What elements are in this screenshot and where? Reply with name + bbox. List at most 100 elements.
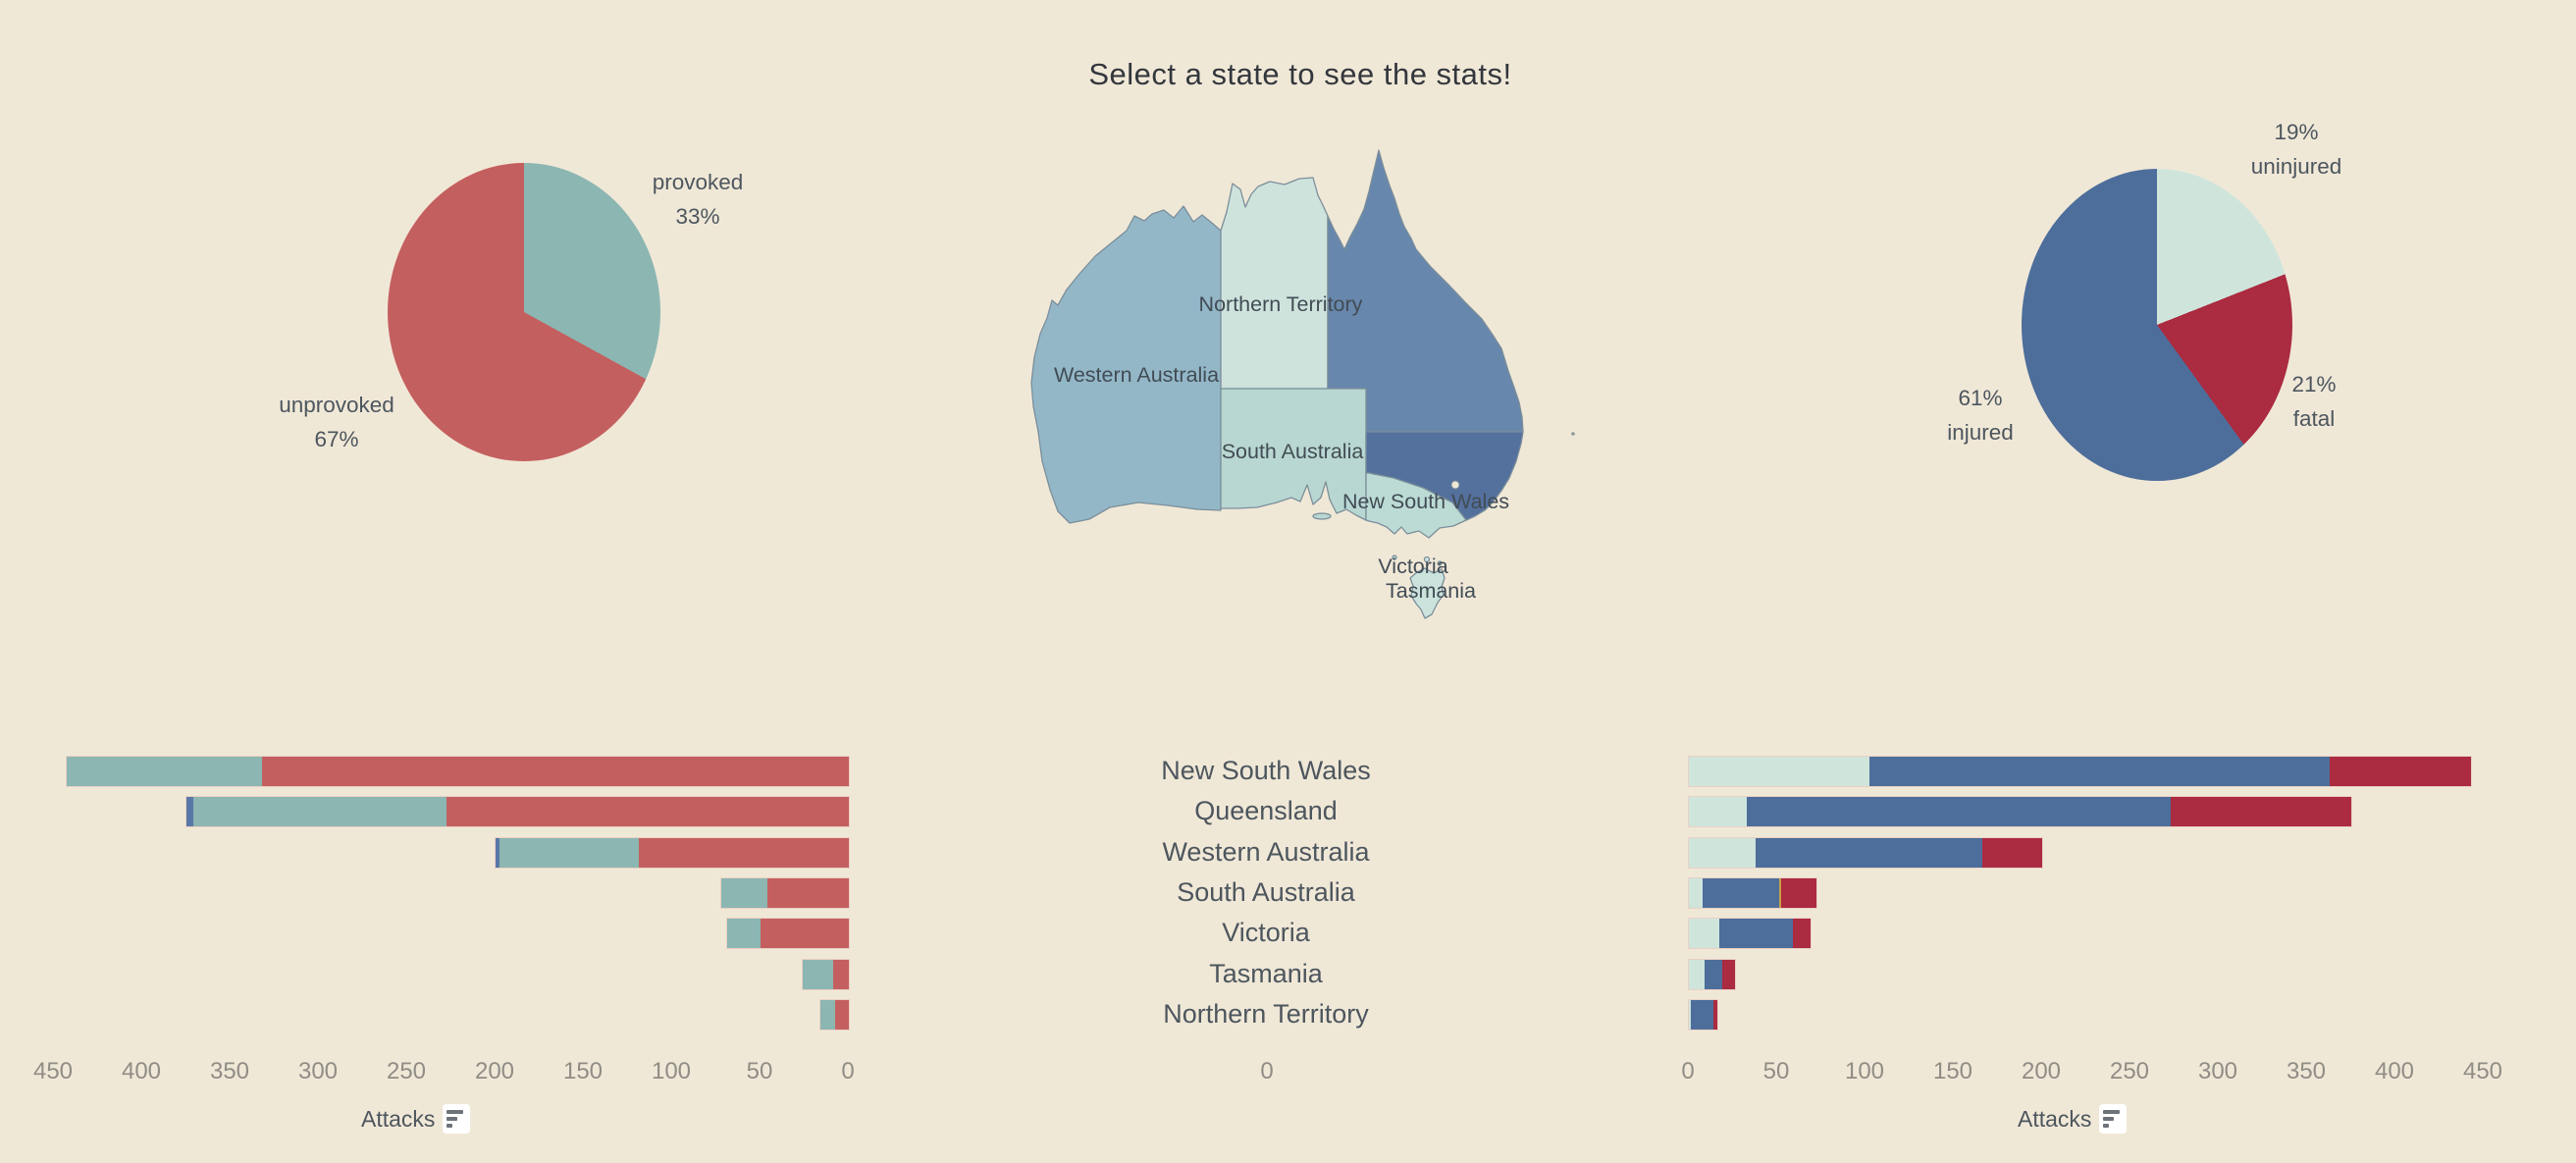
bar-segment-injured[interactable]	[1705, 959, 1723, 989]
bar-segment-unprovoked[interactable]	[760, 919, 849, 949]
bar-segment-uninjured[interactable]	[1689, 837, 1757, 868]
bar-row-western-australia[interactable]	[495, 836, 850, 869]
injured-slice-label: 61% injured	[1872, 381, 2088, 449]
bar-row-queensland[interactable]	[185, 796, 850, 828]
axis-tick-300: 300	[297, 1058, 339, 1084]
bar-segment-provoked[interactable]	[66, 757, 263, 786]
map-state-western-australia[interactable]	[1030, 205, 1222, 524]
bar-segment-uninjured[interactable]	[1689, 959, 1706, 989]
bar-segment-fatal[interactable]	[1722, 959, 1735, 989]
bar-segment-provoked[interactable]	[193, 797, 447, 827]
axis-tick-450: 450	[2462, 1058, 2503, 1084]
sort-descending-icon[interactable]	[2099, 1104, 2128, 1134]
attack-type-pie[interactable]	[388, 163, 660, 461]
bar-segment-injured[interactable]	[1756, 837, 1982, 868]
injured-pct-text: 61%	[1958, 386, 2003, 410]
bar-segment-unprovoked[interactable]	[767, 877, 849, 908]
bar-segment-unprovoked[interactable]	[446, 797, 849, 827]
provoked-pct-text: 33%	[675, 204, 720, 229]
bar-segment-fatal[interactable]	[1793, 919, 1812, 949]
bar-segment-unprovoked[interactable]	[638, 837, 849, 868]
bar-segment-unprovoked[interactable]	[832, 959, 849, 989]
bar-row-victoria[interactable]	[1688, 918, 1813, 950]
state-row-label-northern-territory[interactable]: Northern Territory	[1163, 998, 1369, 1029]
bar-segment-injured[interactable]	[1690, 999, 1714, 1030]
axis-tick-200: 200	[474, 1058, 515, 1084]
map-state-queensland[interactable]	[1327, 149, 1524, 433]
bar-segment-uninjured[interactable]	[1689, 757, 1869, 786]
bar-segment-uninjured[interactable]	[1689, 919, 1719, 949]
provoked-slice-label: provoked 33%	[590, 165, 806, 234]
map-label-western-australia: Western Australia	[1054, 363, 1219, 387]
map-state-victoria[interactable]	[1365, 472, 1467, 539]
bar-row-new-south-wales[interactable]	[65, 756, 850, 787]
map-state-northern-territory[interactable]	[1220, 177, 1329, 390]
bar-segment-provoked[interactable]	[820, 999, 835, 1030]
bar-segment-provoked[interactable]	[803, 959, 833, 989]
fatal-slice-label: 21% fatal	[2206, 367, 2422, 436]
bar-segment-provoked[interactable]	[499, 837, 639, 868]
unprovoked-label-text: unprovoked	[279, 393, 394, 417]
bar-segment-unknown[interactable]	[496, 837, 499, 868]
axis-tick-100: 100	[1844, 1058, 1885, 1084]
uninjured-label-text: uninjured	[2250, 154, 2342, 179]
axis-tick-250: 250	[386, 1058, 427, 1084]
bar-segment-fatal[interactable]	[2330, 757, 2472, 786]
state-row-label-south-australia[interactable]: South Australia	[1177, 876, 1355, 907]
bar-row-tasmania[interactable]	[1688, 958, 1736, 990]
axis-tick-50: 50	[746, 1058, 773, 1084]
sort-descending-icon[interactable]	[443, 1104, 471, 1134]
map-bass-strait-island-2[interactable]	[1423, 555, 1431, 563]
bar-segment-uninjured[interactable]	[1689, 797, 1748, 827]
injury-outcome-pie[interactable]	[2022, 169, 2292, 481]
bar-segment-injured[interactable]	[1747, 797, 2172, 827]
bar-segment-provoked[interactable]	[721, 877, 768, 908]
bar-row-western-australia[interactable]	[1688, 836, 2043, 869]
map-state-south-australia[interactable]	[1220, 388, 1367, 521]
state-row-label-western-australia[interactable]: Western Australia	[1162, 836, 1370, 867]
bar-segment-injured[interactable]	[1703, 877, 1779, 908]
map-label-new-south-wales: New South Wales	[1342, 490, 1509, 513]
axis-tick-350: 350	[2286, 1058, 2327, 1084]
bar-segment-unknown[interactable]	[1778, 877, 1781, 908]
map-label-south-australia: South Australia	[1222, 440, 1364, 463]
bar-segment-injured[interactable]	[1868, 757, 2331, 786]
uninjured-slice-label: 19% uninjured	[2188, 115, 2404, 184]
state-row-label-victoria[interactable]: Victoria	[1222, 918, 1310, 948]
state-row-label-tasmania[interactable]: Tasmania	[1209, 958, 1323, 988]
bar-segment-uninjured[interactable]	[1689, 877, 1704, 908]
bar-segment-unprovoked[interactable]	[834, 999, 849, 1030]
bar-row-northern-territory[interactable]	[819, 998, 850, 1031]
bar-segment-fatal[interactable]	[2171, 797, 2351, 827]
bar-segment-unprovoked[interactable]	[262, 757, 849, 786]
fatal-pct-text: 21%	[2291, 372, 2337, 396]
state-row-label-new-south-wales[interactable]: New South Wales	[1161, 756, 1371, 785]
axis-tick-400: 400	[121, 1058, 162, 1084]
bar-row-south-australia[interactable]	[1688, 876, 1817, 909]
bar-row-queensland[interactable]	[1688, 796, 2352, 828]
bar-row-tasmania[interactable]	[802, 958, 850, 990]
state-row-label-queensland[interactable]: Queensland	[1194, 796, 1338, 826]
bar-row-south-australia[interactable]	[720, 876, 850, 909]
bar-row-victoria[interactable]	[725, 918, 850, 950]
axis-tick-100: 100	[651, 1058, 692, 1084]
bar-segment-unknown[interactable]	[186, 797, 194, 827]
map-label-tasmania: Tasmania	[1386, 579, 1476, 603]
bar-segment-injured[interactable]	[1718, 919, 1794, 949]
bar-segment-fatal[interactable]	[1713, 999, 1717, 1030]
bar-segment-provoked[interactable]	[726, 919, 761, 949]
bar-segment-fatal[interactable]	[1780, 877, 1816, 908]
bar-segment-fatal[interactable]	[1981, 837, 2042, 868]
axis-tick-150: 150	[562, 1058, 604, 1084]
fatal-label-text: fatal	[2292, 406, 2336, 431]
map-offshore-island-dot	[1571, 432, 1575, 436]
bar-row-new-south-wales[interactable]	[1688, 756, 2473, 787]
axis-tick-250: 250	[2109, 1058, 2150, 1084]
map-bass-strait-island-1[interactable]	[1392, 555, 1397, 560]
bar-segment-uninjured[interactable]	[1689, 999, 1691, 1030]
map-state-tasmania[interactable]	[1409, 567, 1446, 619]
map-bass-strait-island-3[interactable]	[1437, 560, 1443, 566]
axis-tick-150: 150	[1932, 1058, 1973, 1084]
map-kangaroo-island[interactable]	[1312, 512, 1332, 520]
bar-row-northern-territory[interactable]	[1688, 998, 1718, 1031]
